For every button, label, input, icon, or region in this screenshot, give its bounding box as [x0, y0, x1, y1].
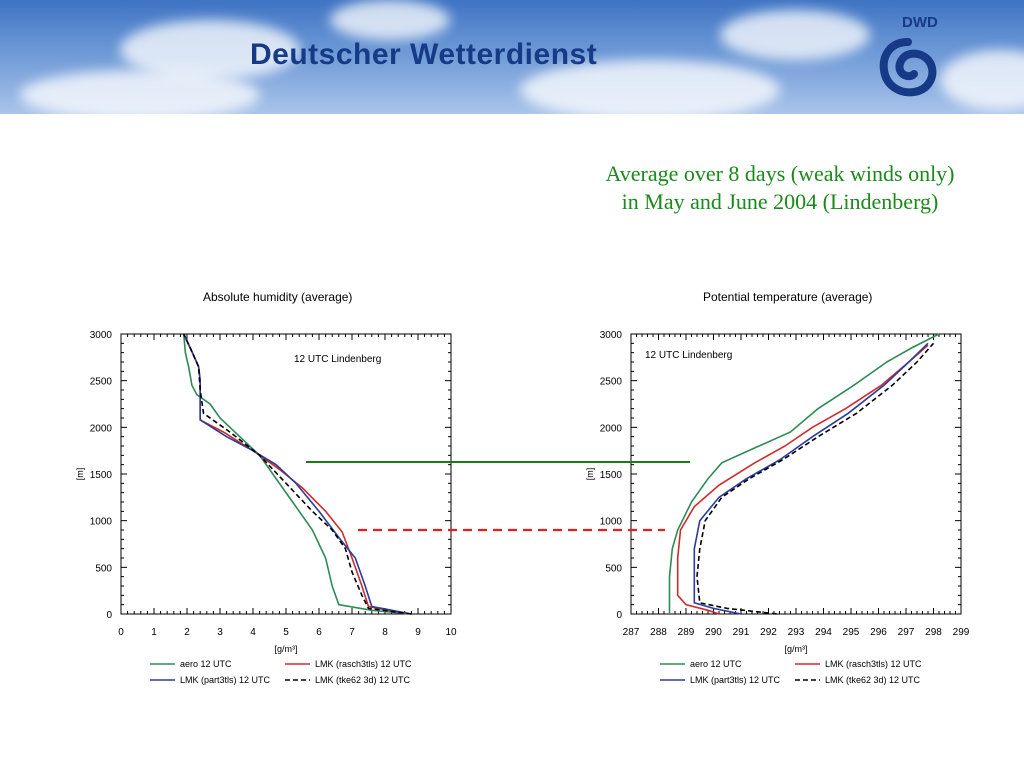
y-tick-label: 2000 [600, 423, 623, 434]
dwd-spiral-icon [879, 38, 937, 97]
dwd-logo-text: DWD [902, 14, 938, 31]
x-tick-label: 1 [151, 627, 157, 638]
series-line [182, 333, 412, 615]
legend-label: aero 12 UTC [180, 659, 232, 669]
series-line [182, 333, 412, 615]
x-tick-label: 4 [250, 627, 256, 638]
legend-label: LMK (rasch3tls) 12 UTC [315, 659, 412, 669]
x-tick-label: 297 [898, 627, 915, 638]
plot-frame [630, 333, 962, 615]
legend-label: LMK (part3tls) 12 UTC [180, 675, 271, 685]
x-tick-label: 296 [870, 627, 887, 638]
banner-title: Deutscher Wetterdienst [250, 38, 598, 71]
subtitle-line-2: in May and June 2004 (Lindenberg) [621, 189, 939, 214]
legend-label: LMK (part3tls) 12 UTC [690, 675, 781, 685]
banner: Deutscher Wetterdienst DWD [0, 0, 1024, 114]
x-tick-label: 2 [184, 627, 190, 638]
y-tick-label: 1000 [600, 517, 623, 528]
y-tick-label: 0 [106, 610, 112, 621]
series-line [182, 333, 412, 615]
chart-title-humidity: Absolute humidity (average) [203, 290, 353, 304]
x-tick-label: 10 [445, 627, 457, 638]
slide-subtitle: Average over 8 days (weak winds only) in… [560, 160, 1000, 216]
x-tick-label: 0 [118, 627, 124, 638]
x-tick-label: 294 [815, 627, 832, 638]
series-line [696, 342, 935, 615]
x-tick-label: 290 [705, 627, 722, 638]
x-tick-label: 8 [382, 627, 388, 638]
x-tick-label: 292 [760, 627, 777, 638]
legend-label: LMK (rasch3tls) 12 UTC [825, 659, 922, 669]
x-axis-label: [g/m³] [274, 644, 297, 654]
x-tick-label: 5 [283, 627, 289, 638]
x-tick-label: 293 [788, 627, 805, 638]
series-line [676, 344, 929, 615]
x-tick-label: 7 [349, 627, 355, 638]
legend-label: aero 12 UTC [690, 659, 742, 669]
y-tick-label: 3000 [90, 330, 113, 341]
legend-label: LMK (tke62 3d) 12 UTC [825, 675, 921, 685]
y-tick-label: 2000 [90, 423, 113, 434]
x-tick-label: 288 [650, 627, 667, 638]
y-tick-label: 2500 [90, 377, 113, 388]
x-tick-label: 6 [316, 627, 322, 638]
y-tick-label: 1000 [90, 517, 113, 528]
x-axis-label: [g/m³] [784, 644, 807, 654]
x-tick-label: 289 [678, 627, 695, 638]
y-tick-label: 500 [95, 563, 112, 574]
series-line [182, 333, 409, 615]
y-tick-label: 3000 [600, 330, 623, 341]
y-tick-label: 1500 [90, 470, 113, 481]
x-tick-label: 299 [953, 627, 970, 638]
x-tick-label: 291 [733, 627, 750, 638]
y-tick-label: 500 [605, 563, 622, 574]
chart-annotation: 12 UTC Lindenberg [645, 350, 732, 361]
x-tick-label: 9 [415, 627, 421, 638]
x-tick-label: 3 [217, 627, 223, 638]
y-tick-label: 0 [616, 610, 622, 621]
series-line [668, 333, 940, 614]
y-axis-label: [m] [75, 468, 85, 481]
y-tick-label: 2500 [600, 377, 623, 388]
chart-title-temperature: Potential temperature (average) [703, 290, 873, 304]
chart-annotation: 12 UTC Lindenberg [294, 354, 381, 365]
x-tick-label: 287 [623, 627, 640, 638]
y-axis-label: [m] [585, 468, 595, 481]
subtitle-line-1: Average over 8 days (weak winds only) [605, 161, 955, 186]
x-tick-label: 295 [843, 627, 860, 638]
legend-label: LMK (tke62 3d) 12 UTC [315, 675, 411, 685]
x-tick-label: 298 [925, 627, 942, 638]
y-tick-label: 1500 [600, 470, 623, 481]
series-line [693, 342, 929, 615]
